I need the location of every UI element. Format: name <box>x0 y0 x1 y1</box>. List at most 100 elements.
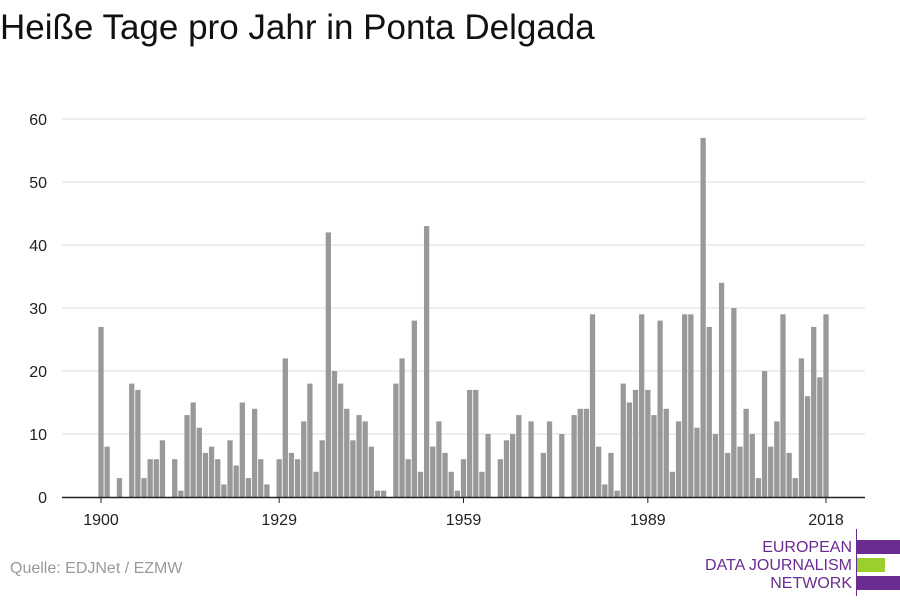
chart-title: Heiße Tage pro Jahr in Ponta Delgada <box>0 8 595 47</box>
bar-1915 <box>190 402 196 497</box>
bar-1980 <box>589 314 596 497</box>
bar-2002 <box>725 452 731 497</box>
bar-2001 <box>718 282 725 497</box>
bar-1931 <box>288 452 295 497</box>
bar-2016 <box>811 326 817 497</box>
bar-1913 <box>178 490 184 497</box>
bar-1924 <box>245 478 252 497</box>
bar-1914 <box>184 415 190 497</box>
bar-1939 <box>337 383 344 497</box>
bar-2004 <box>737 446 743 497</box>
bar-1952 <box>417 471 424 497</box>
bar-1978 <box>577 408 583 497</box>
bar-1967 <box>510 434 516 497</box>
bars <box>98 137 829 497</box>
bar-1934 <box>307 383 313 497</box>
y-tick-label: 0 <box>38 490 47 507</box>
source-note: Quelle: EDJNet / EZMW <box>10 560 183 577</box>
bar-1908 <box>147 459 153 497</box>
bar-1948 <box>393 383 399 497</box>
bar-1936 <box>319 440 325 497</box>
bar-1940 <box>344 408 350 497</box>
bar-1972 <box>540 452 547 497</box>
bar-1921 <box>227 440 233 497</box>
x-tick-label: 1900 <box>83 512 119 529</box>
bar-2000 <box>712 434 719 497</box>
bar-1930 <box>282 358 288 497</box>
bar-1941 <box>350 440 356 497</box>
bar-1954 <box>430 446 436 497</box>
bar-1900 <box>98 326 104 497</box>
bar-1905 <box>129 383 135 497</box>
bar-1986 <box>626 402 633 497</box>
bar-2013 <box>792 478 798 497</box>
bar-2010 <box>774 421 780 497</box>
bar-1962 <box>479 471 485 497</box>
bar-1906 <box>135 389 141 497</box>
bar-1949 <box>399 358 405 497</box>
bar-1927 <box>264 484 270 497</box>
bar-1961 <box>473 389 479 497</box>
y-axis-ticks: 0 10 20 30 40 50 60 <box>29 112 47 507</box>
bar-1981 <box>596 446 602 497</box>
bar-1922 <box>233 465 239 497</box>
bar-1910 <box>159 440 166 497</box>
logo-bar-green <box>857 558 885 572</box>
x-tick-label: 1959 <box>446 512 482 529</box>
bar-2014 <box>798 358 805 497</box>
bar-1955 <box>436 421 442 497</box>
bar-1909 <box>153 459 159 497</box>
bar-1983 <box>608 452 614 497</box>
bar-1959 <box>460 459 467 497</box>
y-tick-label: 60 <box>29 112 47 129</box>
bar-1935 <box>313 471 319 497</box>
bar-2015 <box>804 396 811 497</box>
bar-1917 <box>202 452 209 497</box>
logo-text-data-journalism: DATA JOURNALISM <box>705 557 852 574</box>
bar-1926 <box>258 459 264 497</box>
bar-1991 <box>657 320 663 497</box>
bar-1988 <box>639 314 645 497</box>
logo-bar-purple-top <box>857 540 900 554</box>
bar-1901 <box>104 446 110 497</box>
bar-1993 <box>669 471 676 497</box>
bar-1992 <box>663 408 669 497</box>
bar-1946 <box>380 490 387 497</box>
bar-1989 <box>645 389 651 497</box>
bar-1965 <box>497 459 503 497</box>
logo-bar-purple-bottom <box>857 576 900 590</box>
x-tick-label: 1989 <box>630 512 666 529</box>
bar-2008 <box>761 371 768 497</box>
bar-1945 <box>374 490 381 497</box>
bar-1929 <box>276 459 282 497</box>
bar-1942 <box>356 415 362 497</box>
bar-2003 <box>731 308 737 497</box>
bar-1990 <box>651 415 657 497</box>
bar-1920 <box>221 484 227 497</box>
bar-1903 <box>116 478 123 497</box>
bar-1994 <box>675 421 682 497</box>
bar-1987 <box>632 389 639 497</box>
bar-2005 <box>743 408 749 497</box>
bar-2006 <box>749 434 755 497</box>
grid-lines <box>62 118 865 435</box>
bar-1950 <box>405 459 411 497</box>
bar-1944 <box>368 446 374 497</box>
x-tick-label: 1929 <box>261 512 297 529</box>
logo-text-european: EUROPEAN <box>762 539 852 556</box>
bar-1979 <box>583 408 590 497</box>
y-tick-label: 20 <box>29 364 47 381</box>
bar-1923 <box>239 402 245 497</box>
bar-1958 <box>454 490 460 497</box>
bar-1985 <box>620 383 626 497</box>
bar-1963 <box>485 434 491 497</box>
bar-1925 <box>251 408 258 497</box>
bar-1966 <box>503 440 510 497</box>
bar-1957 <box>448 471 454 497</box>
bar-1997 <box>694 427 700 497</box>
bar-1951 <box>411 320 417 497</box>
bar-1970 <box>528 421 534 497</box>
bar-1968 <box>516 415 522 497</box>
bar-1995 <box>682 314 688 497</box>
